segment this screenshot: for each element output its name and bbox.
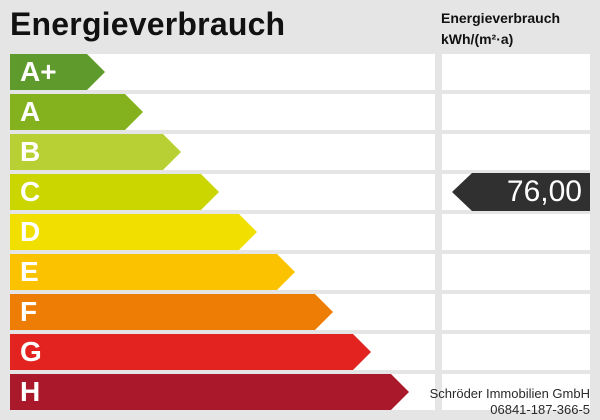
energy-class-label: A+ (20, 56, 57, 87)
energy-class-arrow: C (10, 174, 219, 210)
class-lane: G (10, 334, 435, 370)
consumption-value: 76,00 (506, 175, 582, 208)
energy-class-row: G (10, 334, 590, 370)
footer: Schröder Immobilien GmbH 06841-187-366-5 (430, 386, 590, 418)
energy-class-arrow: A+ (10, 54, 105, 90)
energy-class-label: E (20, 256, 39, 287)
energy-class-arrow: A (10, 94, 143, 130)
energy-class-label: F (20, 296, 38, 327)
value-cell (442, 374, 590, 410)
value-column-unit: kWh/(m²·a) (441, 31, 514, 47)
energy-class-row: B (10, 134, 590, 170)
value-cell (442, 134, 590, 170)
energy-class-label: C (20, 176, 41, 207)
energy-class-arrow: E (10, 254, 295, 290)
value-cell (442, 254, 590, 290)
value-column-header: Energieverbrauch kWh/(m²·a) (441, 8, 560, 50)
energy-class-row: A (10, 94, 590, 130)
class-lane: A+ (10, 54, 435, 90)
energy-class-arrow: B (10, 134, 181, 170)
energy-class-row: E (10, 254, 590, 290)
value-cell (442, 214, 590, 250)
page-title: Energieverbrauch (10, 6, 286, 42)
value-cell (442, 94, 590, 130)
class-lane: E (10, 254, 435, 290)
class-lane: A (10, 94, 435, 130)
class-lane: F (10, 294, 435, 330)
energy-class-label: A (20, 96, 41, 127)
value-cell (442, 334, 590, 370)
energy-class-label: H (20, 376, 41, 407)
class-lane: B (10, 134, 435, 170)
energy-class-label: B (20, 136, 41, 167)
energy-class-label: G (20, 336, 42, 367)
energy-class-row: A+ (10, 54, 590, 90)
energy-class-row: F (10, 294, 590, 330)
company-name: Schröder Immobilien GmbH (429, 386, 590, 401)
energy-class-row: D (10, 214, 590, 250)
energy-class-arrow: F (10, 294, 333, 330)
energy-class-arrow: D (10, 214, 257, 250)
company-phone: 06841-187-366-5 (490, 402, 590, 417)
consumption-marker: 76,00 (452, 173, 590, 211)
value-column-title: Energieverbrauch (441, 10, 561, 26)
energy-class-arrow: G (10, 334, 371, 370)
class-lane: H (10, 374, 435, 410)
value-cell (442, 54, 590, 90)
energy-class-row: H (10, 374, 590, 410)
class-lane: D (10, 214, 435, 250)
energy-class-label: D (20, 216, 41, 247)
energy-class-arrow: H (10, 374, 409, 410)
class-lane: C (10, 174, 435, 210)
value-cell (442, 294, 590, 330)
